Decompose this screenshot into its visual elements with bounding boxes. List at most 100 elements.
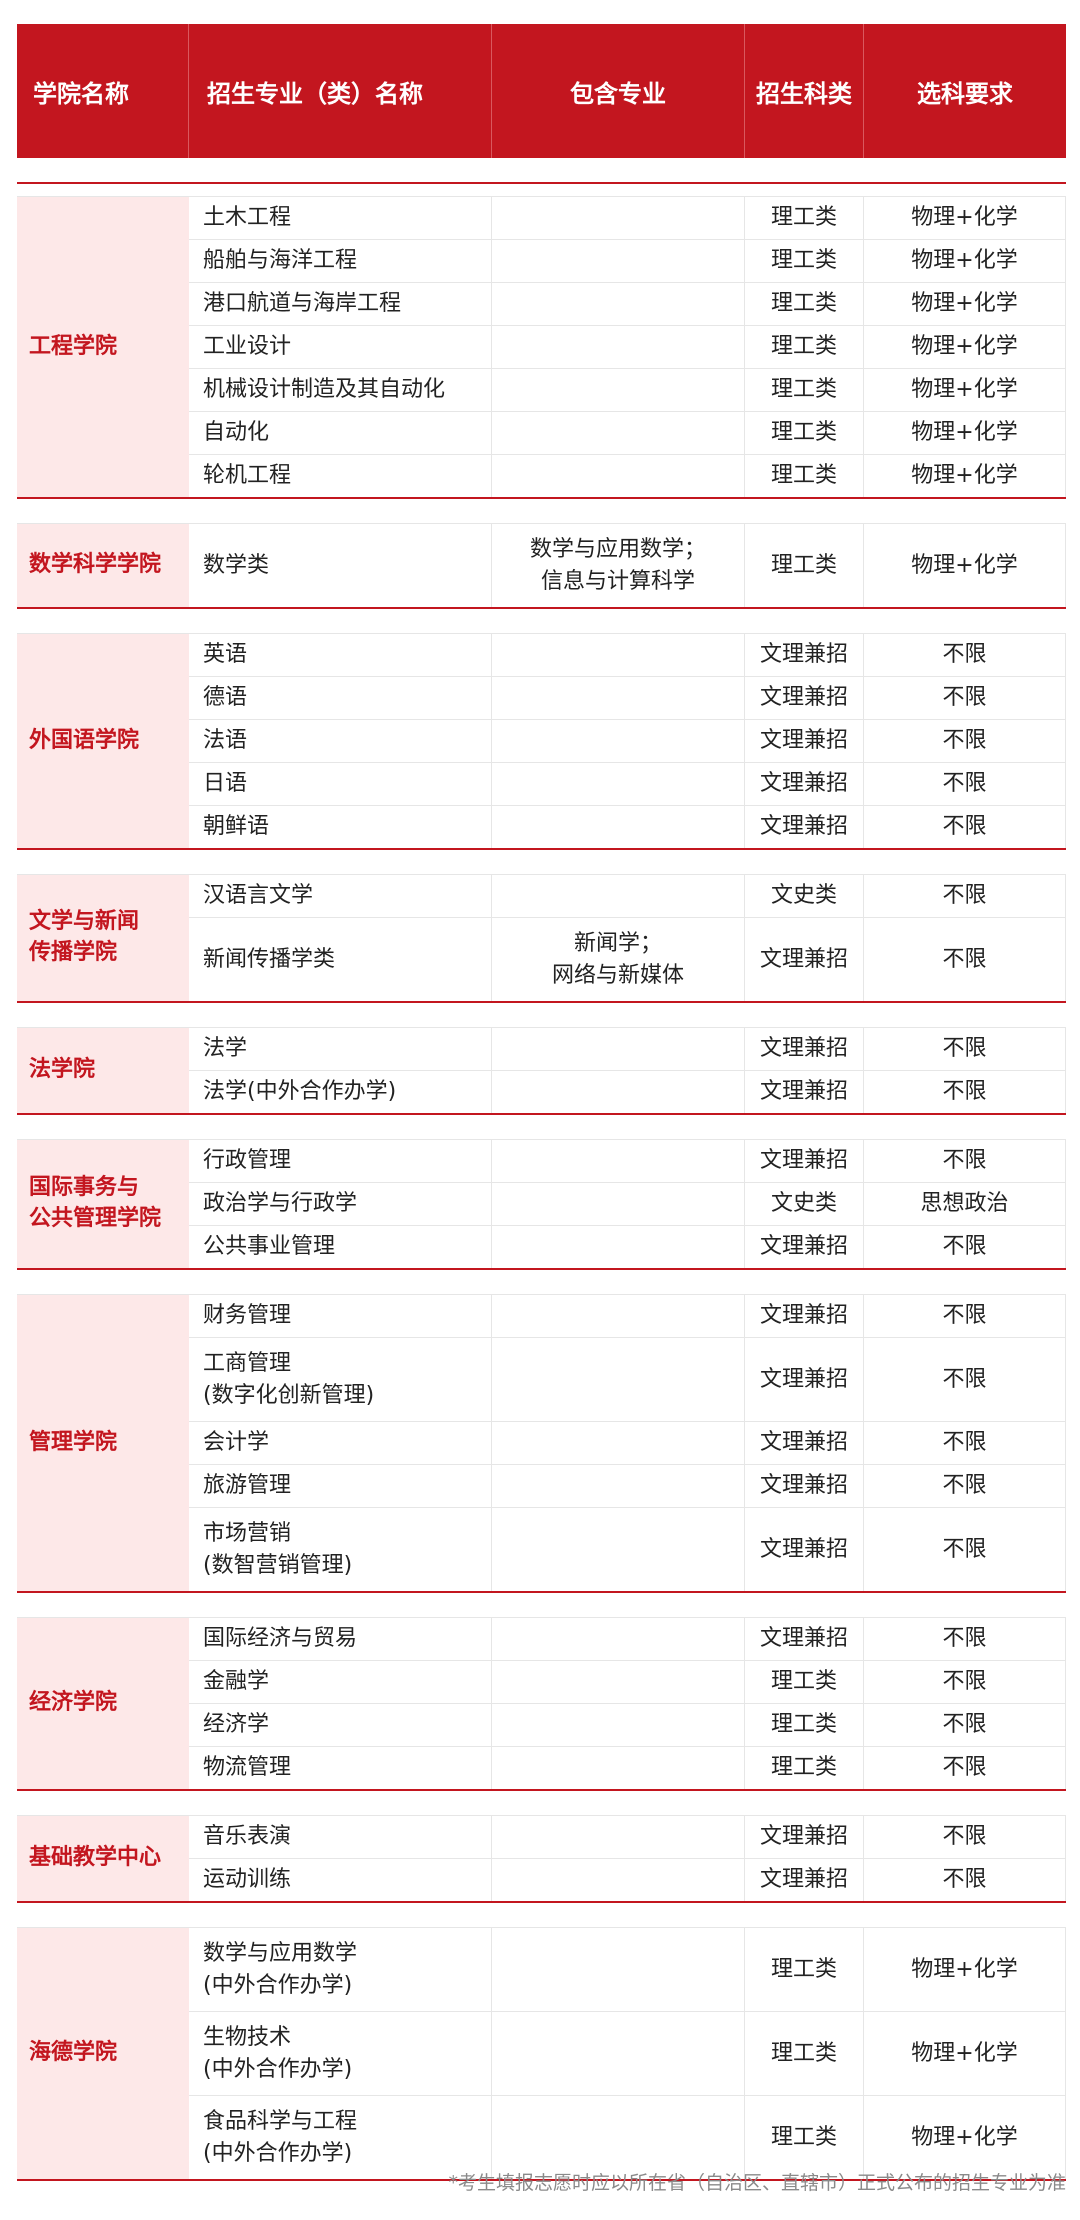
major-cell: 新闻传播学类 (189, 918, 492, 1001)
table-row: 日语 文理兼招 不限 (189, 763, 1066, 806)
divider (17, 182, 1066, 184)
includes-cell (492, 1508, 745, 1591)
table-row: 土木工程 理工类 物理+化学 (189, 197, 1066, 240)
major-cell: 旅游管理 (189, 1465, 492, 1507)
includes-cell (492, 455, 745, 497)
college-group: 工程学院 土木工程 理工类 物理+化学 船舶与海洋工程 理工类 物理+化学 港口航道与海岸工程… (17, 196, 1066, 499)
table-row: 政治学与行政学 文史类 思想政治 (189, 1183, 1066, 1226)
table-row: 新闻传播学类 新闻学； 网络与新媒体 文理兼招 不限 (189, 918, 1066, 1001)
table-row: 食品科学与工程 (中外合作办学) 理工类 物理+化学 (189, 2096, 1066, 2179)
major-cell: 财务管理 (189, 1295, 492, 1337)
requirement-cell: 不限 (864, 1071, 1066, 1113)
major-cell: 音乐表演 (189, 1816, 492, 1858)
major-cell: 日语 (189, 763, 492, 805)
includes-cell (492, 806, 745, 848)
major-cell: 运动训练 (189, 1859, 492, 1901)
major-cell: 轮机工程 (189, 455, 492, 497)
college-name: 工程学院 (17, 197, 189, 497)
category-cell: 理工类 (745, 240, 864, 282)
table-row: 数学与应用数学 (中外合作办学) 理工类 物理+化学 (189, 1928, 1066, 2012)
header-category: 招生科类 (745, 24, 864, 158)
includes-cell (492, 412, 745, 454)
major-cell: 土木工程 (189, 197, 492, 239)
college-group: 数学科学学院 数学类 数学与应用数学； 信息与计算科学 理工类 物理+化学 (17, 523, 1066, 609)
college-name: 管理学院 (17, 1295, 189, 1591)
table-row: 物流管理 理工类 不限 (189, 1747, 1066, 1789)
header-college: 学院名称 (17, 24, 189, 158)
requirement-cell: 物理+化学 (864, 2012, 1066, 2095)
major-cell: 政治学与行政学 (189, 1183, 492, 1225)
category-cell: 文理兼招 (745, 677, 864, 719)
table-header: 学院名称 招生专业（类）名称 包含专业 招生科类 选科要求 (17, 24, 1066, 158)
header-includes: 包含专业 (492, 24, 745, 158)
major-cell: 德语 (189, 677, 492, 719)
major-cell: 会计学 (189, 1422, 492, 1464)
requirement-cell: 不限 (864, 1618, 1066, 1660)
includes-cell (492, 634, 745, 676)
major-cell: 金融学 (189, 1661, 492, 1703)
requirement-cell: 不限 (864, 1295, 1066, 1337)
college-group: 经济学院 国际经济与贸易 文理兼招 不限 金融学 理工类 不限 经济学 理工类 不限 物流管理 理工类… (17, 1617, 1066, 1791)
requirement-cell: 不限 (864, 806, 1066, 848)
requirement-cell: 物理+化学 (864, 524, 1066, 607)
includes-cell (492, 1816, 745, 1858)
table-row: 自动化 理工类 物理+化学 (189, 412, 1066, 455)
category-cell: 文理兼招 (745, 1226, 864, 1268)
requirement-cell: 不限 (864, 720, 1066, 762)
includes-cell (492, 1028, 745, 1070)
requirement-cell: 不限 (864, 1704, 1066, 1746)
college-name: 基础教学中心 (17, 1816, 189, 1901)
category-cell: 理工类 (745, 524, 864, 607)
category-cell: 文理兼招 (745, 1140, 864, 1182)
includes-cell (492, 720, 745, 762)
category-cell: 文理兼招 (745, 1071, 864, 1113)
major-cell: 数学与应用数学 (中外合作办学) (189, 1928, 492, 2011)
category-cell: 文理兼招 (745, 806, 864, 848)
requirement-cell: 物理+化学 (864, 283, 1066, 325)
college-group: 管理学院 财务管理 文理兼招 不限 工商管理 (数字化创新管理) 文理兼招 不限 会计学 文理兼… (17, 1294, 1066, 1593)
requirement-cell: 不限 (864, 1747, 1066, 1789)
requirement-cell: 思想政治 (864, 1183, 1066, 1225)
major-cell: 工业设计 (189, 326, 492, 368)
table-row: 英语 文理兼招 不限 (189, 634, 1066, 677)
table-row: 旅游管理 文理兼招 不限 (189, 1465, 1066, 1508)
requirement-cell: 物理+化学 (864, 1928, 1066, 2011)
table-row: 机械设计制造及其自动化 理工类 物理+化学 (189, 369, 1066, 412)
college-name: 经济学院 (17, 1618, 189, 1789)
includes-cell (492, 283, 745, 325)
requirement-cell: 不限 (864, 1028, 1066, 1070)
college-group: 国际事务与 公共管理学院 行政管理 文理兼招 不限 政治学与行政学 文史类 思想政治 公共事业… (17, 1139, 1066, 1270)
major-cell: 法语 (189, 720, 492, 762)
includes-cell (492, 677, 745, 719)
major-cell: 数学类 (189, 524, 492, 607)
header-major: 招生专业（类）名称 (189, 24, 492, 158)
table-row: 公共事业管理 文理兼招 不限 (189, 1226, 1066, 1268)
category-cell: 文理兼招 (745, 720, 864, 762)
table-row: 市场营销 (数智营销管理) 文理兼招 不限 (189, 1508, 1066, 1591)
table-row: 港口航道与海岸工程 理工类 物理+化学 (189, 283, 1066, 326)
college-name: 数学科学学院 (17, 524, 189, 607)
major-cell: 朝鲜语 (189, 806, 492, 848)
category-cell: 文史类 (745, 1183, 864, 1225)
college-group: 外国语学院 英语 文理兼招 不限 德语 文理兼招 不限 法语 文理兼招 不限 日语 文理兼招 不限 朝鲜语… (17, 633, 1066, 850)
includes-cell (492, 875, 745, 917)
major-cell: 市场营销 (数智营销管理) (189, 1508, 492, 1591)
requirement-cell: 物理+化学 (864, 412, 1066, 454)
category-cell: 理工类 (745, 1661, 864, 1703)
requirement-cell: 物理+化学 (864, 2096, 1066, 2179)
major-cell: 经济学 (189, 1704, 492, 1746)
table-row: 会计学 文理兼招 不限 (189, 1422, 1066, 1465)
includes-cell (492, 2096, 745, 2179)
table-row: 行政管理 文理兼招 不限 (189, 1140, 1066, 1183)
includes-cell (492, 1747, 745, 1789)
category-cell: 理工类 (745, 1747, 864, 1789)
college-group: 海德学院 数学与应用数学 (中外合作办学) 理工类 物理+化学 生物技术 (中外合作办学… (17, 1927, 1066, 2181)
includes-cell (492, 369, 745, 411)
includes-cell (492, 1183, 745, 1225)
header-requirement: 选科要求 (917, 79, 1013, 108)
category-cell: 理工类 (745, 1704, 864, 1746)
category-cell: 理工类 (745, 455, 864, 497)
category-cell: 文理兼招 (745, 1508, 864, 1591)
requirement-cell: 物理+化学 (864, 455, 1066, 497)
requirement-cell: 不限 (864, 1338, 1066, 1421)
